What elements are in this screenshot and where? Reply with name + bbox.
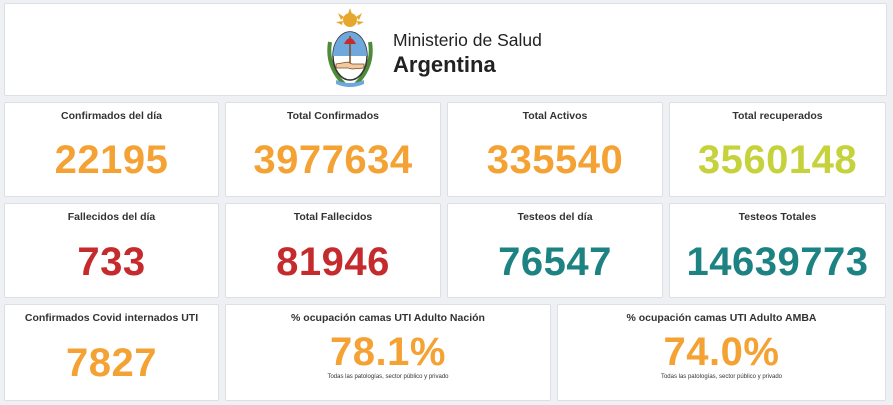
card-total-recuperados: Total recuperados 3560148	[669, 102, 886, 197]
card-confirmados-dia: Confirmados del día 22195	[4, 102, 219, 197]
card-total-confirmados: Total Confirmados 3977634	[225, 102, 441, 197]
card-label: Testeos Totales	[738, 211, 817, 223]
card-total-fallecidos: Total Fallecidos 81946	[225, 203, 441, 298]
card-label: Total recuperados	[732, 110, 823, 122]
country-name: Argentina	[393, 52, 496, 77]
card-value: 7827	[66, 341, 157, 385]
card-label: Confirmados Covid internados UTI	[24, 312, 199, 324]
card-testeos-dia: Testeos del día 76547	[447, 203, 663, 298]
card-label: Total Fallecidos	[293, 211, 373, 223]
card-ocupacion-amba: % ocupación camas UTI Adulto AMBA 74.0% …	[557, 304, 886, 401]
argentina-coat-of-arms-icon	[327, 8, 373, 87]
card-label: Testeos del día	[517, 211, 593, 223]
card-internados-uti: Confirmados Covid internados UTI 7827	[4, 304, 219, 401]
card-label: Confirmados del día	[61, 110, 162, 122]
card-value: 3560148	[697, 138, 858, 182]
card-testeos-totales: Testeos Totales 14639773	[669, 203, 886, 298]
card-ocupacion-nacion: % ocupación camas UTI Adulto Nación 78.1…	[225, 304, 551, 401]
card-note: Todas las patologías, sector público y p…	[327, 374, 449, 380]
card-label: % ocupación camas UTI Adulto AMBA	[626, 312, 817, 324]
card-fallecidos-dia: Fallecidos del día 733	[4, 203, 219, 298]
card-value: 81946	[276, 240, 390, 284]
card-value: 74.0%	[663, 330, 780, 374]
card-label: Fallecidos del día	[67, 211, 156, 223]
header-panel	[4, 3, 887, 96]
ministry-name: Ministerio de Salud	[393, 30, 542, 50]
card-note: Todas las patologías, sector público y p…	[660, 374, 783, 380]
card-value: 733	[77, 240, 146, 284]
card-value: 3977634	[253, 138, 413, 182]
card-value: 76547	[498, 240, 612, 284]
card-label: Total Activos	[522, 110, 588, 122]
card-value: 78.1%	[330, 330, 446, 374]
card-value: 22195	[54, 138, 169, 182]
card-value: 335540	[486, 138, 624, 182]
card-label: % ocupación camas UTI Adulto Nación	[291, 312, 485, 324]
card-value: 14639773	[686, 240, 869, 284]
card-label: Total Confirmados	[287, 110, 379, 122]
card-total-activos: Total Activos 335540	[447, 102, 663, 197]
